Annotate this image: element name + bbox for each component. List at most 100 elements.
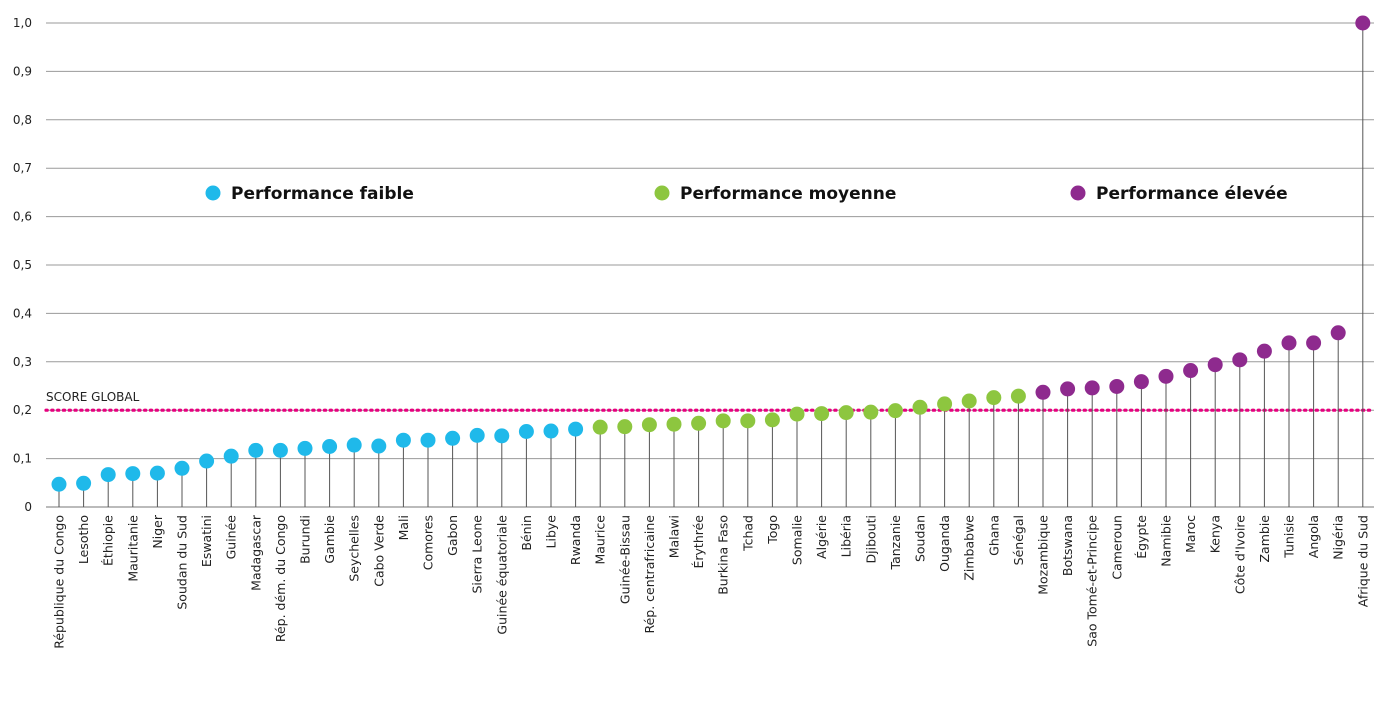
category-label: Nigéria: [1331, 515, 1346, 560]
category-label: Zambie: [1257, 515, 1272, 563]
category-label: Sierra Leone: [470, 515, 485, 594]
data-point: [1183, 363, 1199, 379]
data-point: [986, 390, 1002, 406]
category-label: Madagascar: [248, 514, 263, 591]
data-point: [51, 476, 67, 492]
category-label: Côte d'Ivoire: [1232, 515, 1247, 594]
data-point: [543, 423, 559, 439]
data-point: [592, 419, 608, 435]
category-label: Maroc: [1183, 515, 1198, 553]
y-tick-label: 0,9: [13, 64, 32, 78]
category-label: Djibouti: [863, 515, 878, 563]
category-label: Égypte: [1134, 515, 1149, 559]
data-point: [272, 442, 288, 458]
category-label: Angola: [1306, 515, 1321, 558]
y-tick-label: 0,2: [13, 403, 32, 417]
category-label: Kenya: [1208, 515, 1223, 553]
category-label: Rép. dém. du Congo: [273, 515, 288, 642]
y-tick-label: 0,8: [13, 113, 32, 127]
y-axis-ticks: 0 0,1 0,2 0,3 0,4 0,5 0,6 0,7 0,8 0,9 1,0: [13, 16, 32, 514]
data-points: [51, 15, 1371, 492]
data-point: [1306, 335, 1322, 351]
category-labels: République du Congo Lesotho Éthiopie Maurit…: [52, 514, 1371, 649]
data-point: [1158, 368, 1174, 384]
category-label: Bénin: [519, 515, 534, 551]
data-point: [248, 442, 264, 458]
y-tick-label: 0,6: [13, 210, 32, 224]
y-tick-label: 0: [24, 500, 32, 514]
category-label: Mozambique: [1036, 515, 1051, 595]
data-point: [1010, 388, 1026, 404]
data-point: [838, 405, 854, 421]
data-point: [199, 453, 215, 469]
category-label: Maurice: [593, 515, 608, 565]
category-label: Gabon: [445, 515, 460, 556]
category-label: Soudan: [913, 515, 928, 562]
y-tick-label: 0,7: [13, 161, 32, 175]
data-point: [740, 413, 756, 429]
category-label: Tunisie: [1282, 515, 1297, 559]
data-point: [715, 413, 731, 429]
category-label: Guinée équatoriale: [494, 515, 509, 635]
category-label: Éthiopie: [101, 515, 116, 566]
category-label: Tchad: [740, 515, 755, 552]
legend-label-high: Performance élevée: [1096, 184, 1288, 204]
grid-layer: [46, 22, 1374, 508]
category-label: Érythrée: [691, 515, 706, 569]
data-point: [937, 396, 953, 412]
score-global-label: SCORE GLOBAL: [46, 390, 140, 404]
legend-marker-mid: [654, 185, 670, 201]
category-label: Guinée: [224, 515, 239, 560]
category-label: Gambie: [322, 515, 337, 564]
data-point: [518, 423, 534, 439]
category-label: Algérie: [814, 515, 829, 559]
data-point: [494, 428, 510, 444]
data-point: [1355, 15, 1371, 31]
category-label: Zimbabwe: [962, 515, 977, 581]
data-point: [641, 417, 657, 433]
data-point: [887, 403, 903, 419]
data-point: [346, 437, 362, 453]
data-point: [1207, 357, 1223, 373]
legend-label-low: Performance faible: [231, 184, 414, 204]
category-label: Mauritanie: [125, 515, 140, 582]
category-label: Cameroun: [1109, 515, 1124, 580]
data-point: [371, 438, 387, 454]
data-point: [469, 427, 485, 443]
category-label: Libye: [544, 515, 559, 549]
category-label: Tanzanie: [888, 515, 903, 571]
category-label: Namibie: [1159, 515, 1174, 567]
category-label: Soudan du Sud: [175, 515, 190, 610]
data-point: [1133, 374, 1149, 390]
category-label: Malawi: [667, 515, 682, 558]
data-point: [1281, 335, 1297, 351]
data-point: [445, 430, 461, 446]
category-label: Libéria: [839, 515, 854, 557]
category-label: République du Congo: [52, 515, 67, 649]
data-point: [1109, 378, 1125, 394]
data-point: [1330, 325, 1346, 341]
category-label: Rwanda: [568, 515, 583, 565]
legend: Performance faible Performance moyenne P…: [205, 184, 1288, 204]
category-label: Sénégal: [1011, 515, 1026, 565]
category-label: Ghana: [986, 515, 1001, 556]
category-label: Burkina Faso: [716, 515, 731, 595]
data-point: [322, 439, 338, 454]
category-label: Afrique du Sud: [1355, 515, 1370, 607]
data-point: [297, 440, 313, 456]
data-point: [912, 399, 928, 415]
data-point: [617, 419, 633, 435]
y-tick-label: 0,3: [13, 355, 32, 369]
data-point: [174, 460, 190, 476]
legend-marker-low: [205, 185, 221, 201]
category-label: Ouganda: [937, 515, 952, 572]
data-point: [1256, 343, 1272, 359]
category-label: Niger: [150, 514, 165, 548]
data-point: [1035, 384, 1051, 400]
category-label: Guinée-Bissau: [617, 515, 632, 604]
stems: [58, 23, 1364, 507]
data-point: [1232, 352, 1248, 368]
data-point: [789, 406, 805, 422]
data-point: [420, 432, 436, 448]
